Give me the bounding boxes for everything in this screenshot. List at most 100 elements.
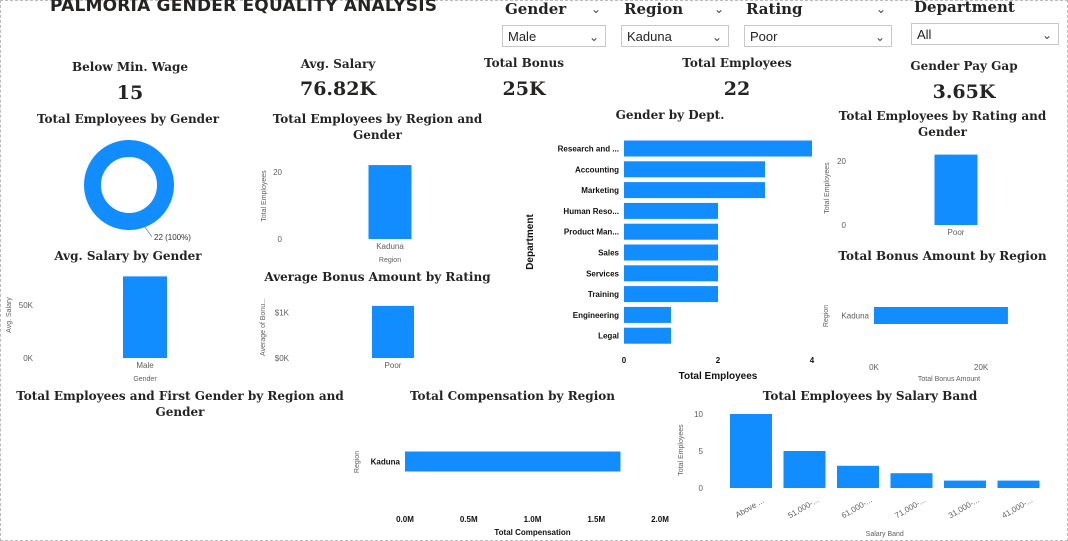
chevron-down-icon: ⌄ (588, 30, 599, 44)
visual-title-emp-by-gender: Total Employees by Gender (36, 112, 220, 126)
avg_salary_gender-bar[interactable] (123, 276, 167, 358)
dept-bar[interactable] (624, 202, 718, 219)
avg_salary_gender-x-axis-title: Gender (133, 376, 157, 383)
chevron-down-icon[interactable]: ⌄ (876, 2, 887, 16)
salary_band-category-label: Above ... (734, 496, 766, 520)
avg_bonus_rating-bar[interactable] (372, 305, 414, 358)
card-gender-pay-gap-label: Gender Pay Gap (910, 59, 1018, 73)
card-total-employees-label: Total Employees (682, 56, 792, 70)
salary_band-bar[interactable] (837, 465, 879, 488)
dept-x-axis-title: Total Employees (679, 371, 758, 382)
region-slicer-label: Region (624, 0, 684, 18)
dept-bar[interactable] (624, 223, 718, 240)
dept-category-label: Legal (598, 332, 619, 341)
chevron-down-icon: ⌄ (874, 30, 885, 44)
salary_band-category-label: 31,000-... (947, 495, 981, 520)
dept-tick-label: 0 (622, 356, 627, 365)
salary_band-bar[interactable] (997, 480, 1040, 488)
card-avg-salary-label: Avg. Salary (300, 57, 376, 71)
comp_region-bar[interactable] (405, 451, 621, 472)
dept-category-label: Training (588, 290, 619, 299)
comp_region-category-label: Kaduna (371, 458, 401, 467)
region-dropdown-value: Kaduna (627, 29, 672, 44)
avg_salary_gender-tick-label: 50K (19, 301, 34, 310)
dept-bar[interactable] (624, 244, 718, 261)
salary_band-bar[interactable] (730, 414, 772, 488)
avg_bonus_rating-tick-label: $0K (275, 354, 290, 363)
department-dropdown[interactable]: All ⌄ (911, 23, 1059, 45)
card-gender-pay-gap-value: 3.65K (932, 81, 996, 103)
department-dropdown-value: All (917, 27, 932, 42)
donut-slice-male[interactable] (84, 140, 174, 230)
bonus_region-category-label: Kaduna (841, 312, 869, 321)
card-total-employees-value: 22 (723, 78, 751, 100)
visual-title-emp-by-salary-band: Total Employees by Salary Band (762, 389, 978, 403)
gender-slicer-label: Gender (505, 0, 567, 18)
chevron-down-icon[interactable]: ⌄ (591, 2, 602, 16)
region_gender-x-axis-title: Region (379, 257, 401, 264)
card-total-bonus-label: Total Bonus (484, 56, 564, 70)
rating_gender-tick-label: 20 (837, 157, 846, 166)
dept-bar[interactable] (624, 182, 765, 199)
visual-title-comp-by-region: Total Compensation by Region (410, 389, 615, 403)
bonus_region-bar[interactable] (874, 307, 1008, 324)
rating_gender-y-axis-title: Total Employees (824, 162, 831, 214)
comp_region-tick-label: 2.0M (651, 515, 669, 524)
salary_band-bar[interactable] (783, 451, 826, 488)
rating-dropdown-value: Poor (750, 29, 778, 44)
dept-bar[interactable] (624, 161, 765, 178)
salary_band-bar[interactable] (944, 480, 986, 488)
salary_band-tick-label: 10 (694, 410, 703, 419)
dept-bar[interactable] (624, 306, 671, 323)
salary_band-category-label: 61,000-... (840, 495, 874, 520)
visual-title-emp-by-rating-gender: Total Employees by Rating and Gender (838, 109, 1047, 139)
region_gender-category-label: Kaduna (376, 242, 404, 251)
visual-title-gender-by-dept: Gender by Dept. (615, 108, 725, 122)
region-dropdown[interactable]: Kaduna ⌄ (621, 25, 729, 47)
comp_region-y-axis-title: Region (354, 451, 361, 473)
dept-y-axis-title: Department (525, 214, 536, 270)
dept-tick-label: 2 (716, 356, 721, 365)
salary_band-category-label: 41,000-... (1000, 495, 1034, 520)
dept-bar[interactable] (624, 140, 812, 157)
rating_gender-category-label: Poor (948, 228, 965, 237)
salary_band-x-axis-title: Salary Band (866, 531, 904, 538)
dept-bar[interactable] (624, 327, 671, 344)
region_gender-tick-label: 0 (278, 235, 283, 244)
rating_gender-tick-label: 0 (842, 221, 847, 230)
salary_band-category-label: 51,000-... (786, 495, 820, 520)
comp_region-tick-label: 1.5M (587, 515, 605, 524)
chevron-down-icon: ⌄ (711, 30, 722, 44)
rating_gender-bar[interactable] (934, 154, 978, 225)
gender-dropdown[interactable]: Male ⌄ (502, 25, 606, 47)
avg_salary_gender-category-label: Male (136, 361, 154, 370)
region_gender-bar[interactable] (368, 165, 412, 239)
donut-leader-line (144, 226, 153, 238)
page-title: PALMORIA GENDER EQUALITY ANALYSIS (50, 0, 438, 16)
dept-category-label: Research and ... (558, 145, 619, 154)
comp_region-tick-label: 1.0M (524, 515, 542, 524)
dept-bar[interactable] (624, 265, 718, 282)
chevron-down-icon[interactable]: ⌄ (714, 2, 725, 16)
bonus_region-tick-label: 20K (974, 363, 989, 372)
visual-title-bonus-by-region: Total Bonus Amount by Region (838, 249, 1047, 263)
dept-tick-label: 4 (810, 356, 815, 365)
bonus_region-tick-label: 0K (869, 363, 879, 372)
bonus_region-x-axis-title: Total Bonus Amount (918, 376, 980, 383)
salary_band-bar[interactable] (890, 473, 933, 488)
salary_band-tick-label: 5 (699, 447, 704, 456)
dept-category-label: Product Man... (564, 228, 619, 237)
avg_bonus_rating-y-axis-title: Average of Bonu... (260, 298, 267, 356)
comp_region-tick-label: 0.0M (396, 515, 414, 524)
region_gender-y-axis-title: Total Employees (261, 170, 268, 222)
visual-title-avg-bonus-rating: Average Bonus Amount by Rating (264, 270, 491, 284)
avg_salary_gender-y-axis-title: Avg. Salary (6, 297, 13, 333)
visual-title-emp-first-gender: Total Employees and First Gender by Regi… (16, 389, 344, 419)
dept-category-label: Services (586, 269, 619, 278)
comp_region-tick-label: 0.5M (460, 515, 478, 524)
card-below-min-wage-value: 15 (116, 82, 144, 104)
department-slicer-label: Department (914, 0, 1015, 16)
dept-bar[interactable] (624, 286, 718, 303)
rating-dropdown[interactable]: Poor ⌄ (744, 25, 892, 47)
